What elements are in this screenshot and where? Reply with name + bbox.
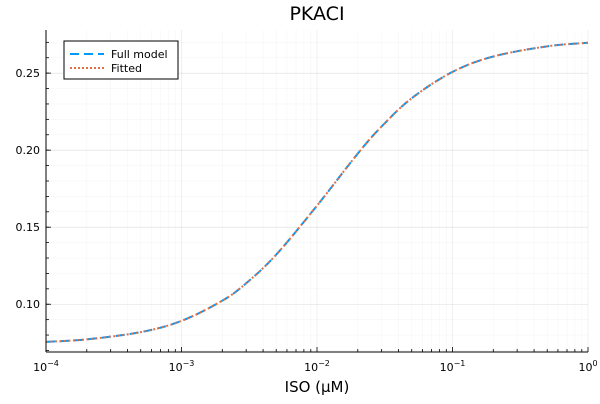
y-tick-label: 0.25	[16, 67, 41, 80]
series-line-1	[45, 41, 589, 343]
x-tick-label: 100	[578, 359, 597, 374]
x-tick-label: 10−1	[440, 359, 466, 374]
axes: 0.10 0.15 0.20 0.25 10−4 10−3 10−2 10−1 100	[16, 30, 598, 374]
series-layer	[45, 41, 589, 343]
x-axis-label: ISO (μM)	[285, 378, 350, 396]
x-tick-label: 10−2	[304, 359, 330, 374]
y-tick-label: 0.10	[16, 298, 41, 311]
legend-label-1: Fitted	[111, 62, 142, 75]
legend-box	[63, 40, 179, 80]
x-tick-label: 10−3	[169, 359, 195, 374]
legend-label-0: Full model	[111, 48, 168, 61]
y-tick-label: 0.15	[16, 221, 41, 234]
grid	[45, 30, 589, 352]
chart-title: PKACI	[289, 3, 344, 25]
series-line-0	[45, 41, 589, 343]
y-tick-label: 0.20	[16, 144, 41, 157]
x-tick-label: 10−4	[33, 359, 59, 374]
